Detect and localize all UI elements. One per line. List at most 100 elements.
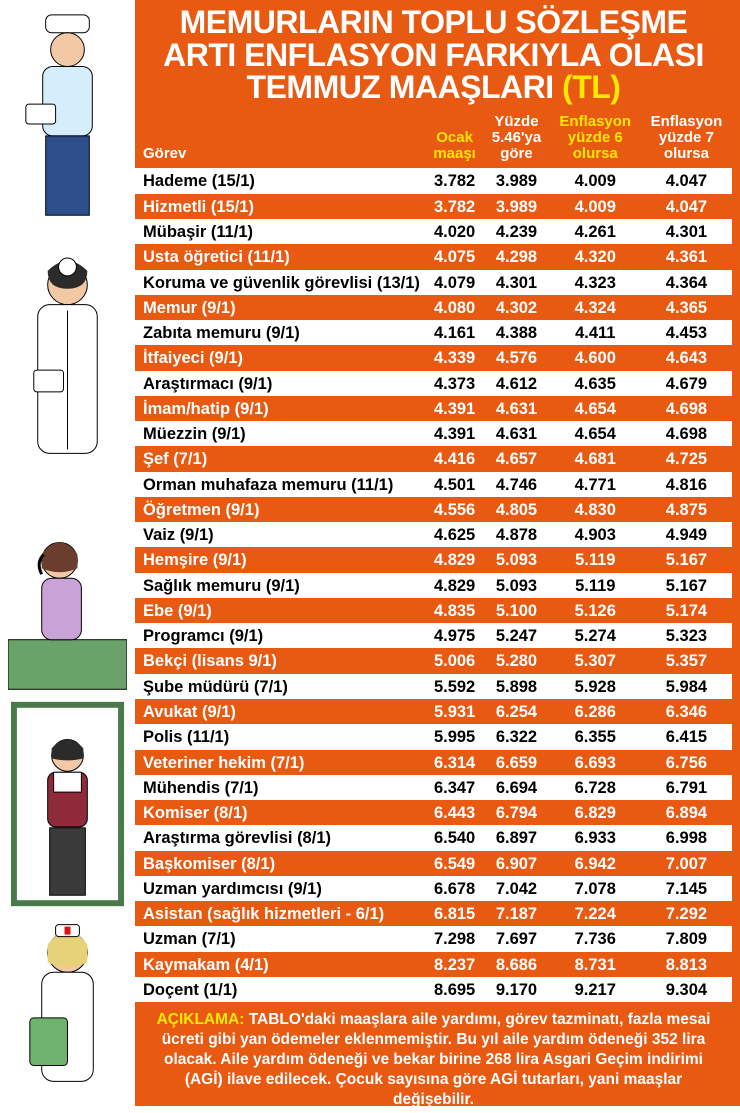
- cell-y546: 6.694: [483, 775, 549, 800]
- table-row: İmam/hatip (9/1)4.3914.6314.6544.698: [135, 396, 732, 421]
- cell-role: Mühendis (7/1): [135, 775, 426, 800]
- cell-y7: 7.007: [641, 851, 732, 876]
- cell-role: Programcı (9/1): [135, 623, 426, 648]
- cell-y6: 5.274: [550, 623, 641, 648]
- title-line2: ARTI ENFLASYON FARKIYLA OLASI: [163, 37, 704, 73]
- cell-ocak: 4.079: [426, 270, 483, 295]
- cell-y6: 4.635: [550, 371, 641, 396]
- cell-role: Uzman yardımcısı (9/1): [135, 876, 426, 901]
- cell-role: Koruma ve güvenlik görevlisi (13/1): [135, 270, 426, 295]
- cell-ocak: 3.782: [426, 168, 483, 193]
- cell-role: İtfaiyeci (9/1): [135, 345, 426, 370]
- cell-y6: 5.126: [550, 598, 641, 623]
- cell-ocak: 6.443: [426, 800, 483, 825]
- cell-y7: 4.365: [641, 295, 732, 320]
- cell-y7: 6.998: [641, 825, 732, 850]
- table-row: Mühendis (7/1)6.3476.6946.7286.791: [135, 775, 732, 800]
- footnote-text: TABLO'daki maaşlara aile yardımı, görev …: [162, 1011, 711, 1107]
- table-row: Başkomiser (8/1)6.5496.9076.9427.007: [135, 851, 732, 876]
- cell-ocak: 4.391: [426, 396, 483, 421]
- cell-y7: 4.725: [641, 446, 732, 471]
- table-row: Müezzin (9/1)4.3914.6314.6544.698: [135, 421, 732, 446]
- cell-y6: 4.903: [550, 522, 641, 547]
- cell-y546: 6.254: [483, 699, 549, 724]
- table-row: Hizmetli (15/1)3.7823.9894.0094.047: [135, 194, 732, 219]
- cell-ocak: 8.237: [426, 952, 483, 977]
- cell-ocak: 6.314: [426, 750, 483, 775]
- cell-role: Bekçi (lisans 9/1): [135, 648, 426, 673]
- title-line3-pre: TEMMUZ MAAŞLARI: [247, 69, 563, 105]
- cell-y7: 4.816: [641, 472, 732, 497]
- footnote-lead: AÇIKLAMA:: [157, 1011, 245, 1028]
- table-row: Memur (9/1)4.0804.3024.3244.365: [135, 295, 732, 320]
- cell-y7: 5.167: [641, 547, 732, 572]
- cell-role: Şube müdürü (7/1): [135, 674, 426, 699]
- cell-role: Avukat (9/1): [135, 699, 426, 724]
- table-row: Mübaşir (11/1)4.0204.2394.2614.301: [135, 219, 732, 244]
- cell-role: Hademe (15/1): [135, 168, 426, 193]
- cell-y546: 6.794: [483, 800, 549, 825]
- cell-ocak: 5.006: [426, 648, 483, 673]
- table-row: Şube müdürü (7/1)5.5925.8985.9285.984: [135, 674, 732, 699]
- cell-y7: 4.698: [641, 396, 732, 421]
- cell-y546: 5.280: [483, 648, 549, 673]
- cell-y546: 8.686: [483, 952, 549, 977]
- table-header: Görev Ocak maaşı Yüzde 5.46'ya göre Enfl…: [135, 110, 732, 169]
- cell-y7: 5.984: [641, 674, 732, 699]
- cell-role: Orman muhafaza memuru (11/1): [135, 472, 426, 497]
- cell-role: Başkomiser (8/1): [135, 851, 426, 876]
- col-y7: Enflasyon yüzde 7 olursa: [641, 110, 732, 169]
- cell-ocak: 4.080: [426, 295, 483, 320]
- cell-y7: 7.145: [641, 876, 732, 901]
- table-row: Hademe (15/1)3.7823.9894.0094.047: [135, 168, 732, 193]
- cell-ocak: 6.347: [426, 775, 483, 800]
- nurse-figure: [8, 910, 127, 1100]
- cell-y546: 4.298: [483, 244, 549, 269]
- table-body: Hademe (15/1)3.7823.9894.0094.047Hizmetl…: [135, 168, 732, 1002]
- cell-y546: 9.170: [483, 977, 549, 1002]
- table-row: Kaymakam (4/1)8.2378.6868.7318.813: [135, 952, 732, 977]
- col-ocak: Ocak maaşı: [426, 110, 483, 169]
- cell-y6: 6.942: [550, 851, 641, 876]
- cell-y546: 4.746: [483, 472, 549, 497]
- callcenter-figure: [8, 520, 127, 690]
- cell-role: Kaymakam (4/1): [135, 952, 426, 977]
- cell-y546: 5.093: [483, 573, 549, 598]
- cell-y546: 6.897: [483, 825, 549, 850]
- cell-y6: 4.323: [550, 270, 641, 295]
- cell-y546: 4.302: [483, 295, 549, 320]
- cell-y546: 4.576: [483, 345, 549, 370]
- cell-role: Memur (9/1): [135, 295, 426, 320]
- table-row: Ebe (9/1)4.8355.1005.1265.174: [135, 598, 732, 623]
- table-row: Koruma ve güvenlik görevlisi (13/1)4.079…: [135, 270, 732, 295]
- cell-ocak: 6.540: [426, 825, 483, 850]
- cell-y7: 4.643: [641, 345, 732, 370]
- cell-y546: 4.805: [483, 497, 549, 522]
- table-row: Şef (7/1)4.4164.6574.6814.725: [135, 446, 732, 471]
- infographic-page: MEMURLARIN TOPLU SÖZLEŞME ARTI ENFLASYON…: [0, 0, 740, 1106]
- cell-ocak: 7.298: [426, 926, 483, 951]
- cell-y7: 4.301: [641, 219, 732, 244]
- cell-y6: 7.736: [550, 926, 641, 951]
- cell-ocak: 4.391: [426, 421, 483, 446]
- cell-y6: 7.224: [550, 901, 641, 926]
- cell-y6: 4.654: [550, 421, 641, 446]
- cell-y7: 4.364: [641, 270, 732, 295]
- cell-y6: 9.217: [550, 977, 641, 1002]
- cell-ocak: 6.678: [426, 876, 483, 901]
- cell-ocak: 8.695: [426, 977, 483, 1002]
- cell-y546: 4.631: [483, 396, 549, 421]
- table-row: Orman muhafaza memuru (11/1)4.5014.7464.…: [135, 472, 732, 497]
- cell-y6: 5.119: [550, 573, 641, 598]
- cell-y546: 3.989: [483, 194, 549, 219]
- cell-y7: 7.809: [641, 926, 732, 951]
- cell-y6: 5.119: [550, 547, 641, 572]
- cell-y546: 5.093: [483, 547, 549, 572]
- cell-y546: 4.878: [483, 522, 549, 547]
- illustration-column: [0, 0, 135, 1106]
- cell-role: Hemşire (9/1): [135, 547, 426, 572]
- table-row: Veteriner hekim (7/1)6.3146.6596.6936.75…: [135, 750, 732, 775]
- cell-y7: 4.361: [641, 244, 732, 269]
- cell-role: Sağlık memuru (9/1): [135, 573, 426, 598]
- cell-y7: 4.949: [641, 522, 732, 547]
